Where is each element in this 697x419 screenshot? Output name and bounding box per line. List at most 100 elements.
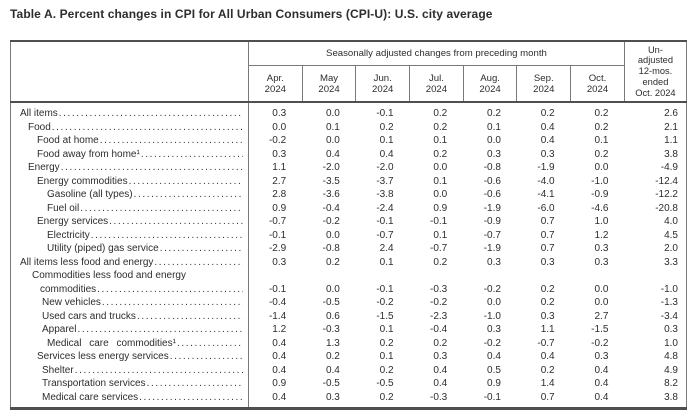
row-label-text: Shelter [42, 364, 74, 376]
value-cell: -0.2 [430, 297, 448, 308]
row-label-text: Food at home [37, 135, 99, 146]
annual-value-cell: 3.8 [664, 391, 678, 403]
row-label-text: Food away from home¹ [37, 148, 140, 160]
table-row: Gasoline (all types) 2.8 -3.6 -3.8 0.0 -0.6 -4… [10, 188, 687, 202]
value-cell: 0.7 [540, 229, 555, 241]
row-label: All items less food and energy [10, 255, 249, 270]
row-label-line: Services less energy services [11, 350, 243, 364]
value-cell: -0.4 [430, 324, 448, 335]
value-cell: -0.6 [483, 189, 501, 200]
value-cell: 0.3 [433, 351, 448, 362]
value-cell: 0.7 [540, 216, 555, 227]
row-label-text: Electricity [47, 229, 90, 241]
month-header-row: Apr. 2024 May 2024 Jun. 2024 Jul. 2024 Aug. … [11, 65, 687, 102]
value-cell: -0.6 [483, 175, 501, 187]
annual-value-cell: -20.8 [655, 202, 678, 214]
row-label: Services less energy services [10, 350, 249, 364]
value-cell: 0.4 [272, 337, 287, 349]
value-cell: 0.9 [433, 202, 448, 214]
value-cell: 0.3 [540, 310, 555, 322]
table-row: New vehicles -0.4 -0.5 -0.2 -0.2 0.0 0.2 0.0 -1.… [10, 296, 687, 310]
value-cell: 0.3 [594, 256, 609, 268]
value-cell: 0.2 [433, 256, 448, 268]
dot-leader [177, 337, 243, 351]
row-label-line: Medical care commodities¹ [11, 337, 243, 351]
value-cell: -0.3 [322, 324, 340, 335]
value-cell: 0.0 [325, 135, 340, 146]
value-cell: 0.1 [379, 135, 394, 146]
row-label-text: commodities [40, 283, 97, 295]
row-label: Utility (piped) gas service [10, 242, 249, 256]
row-label: Medical care services [10, 390, 249, 409]
annual-value-cell: -1.3 [660, 297, 678, 308]
value-cell: 0.2 [379, 121, 394, 133]
row-label-text: Energy commodities [37, 175, 128, 187]
dot-leader [77, 323, 243, 337]
annual-value-cell: 2.6 [624, 101, 687, 121]
row-label: Transportation services [10, 377, 249, 391]
value-cell: 1.2 [594, 229, 609, 241]
value-cell: -2.0 [376, 162, 394, 173]
value-cell: -0.2 [483, 283, 501, 295]
seasonally-adjusted-header: Seasonally adjusted changes from precedi… [248, 41, 625, 66]
table-row: Medical care commodities¹ 0.4 1.3 0.2 0.2 -0.… [10, 336, 687, 351]
value-cell: 0.0 [272, 121, 287, 133]
value-cell: 0.0 [487, 135, 501, 146]
value-cell: -1.0 [591, 175, 609, 187]
value-cell: 0.4 [487, 351, 501, 362]
month-header: May 2024 [301, 65, 357, 102]
row-label: Energy [10, 161, 249, 175]
annual-value-cell: -4.9 [660, 162, 678, 173]
value-cell: 1.1 [272, 162, 287, 173]
table-row: All items less food and energy 0.3 0.2 0.1 0… [10, 255, 687, 270]
row-label-line: Fuel oil [11, 202, 243, 216]
value-cell: 0.4 [433, 364, 448, 376]
annual-value-cell: 1.0 [664, 337, 678, 349]
value-cell: 0.2 [540, 283, 555, 295]
value-cell: 0.2 [540, 297, 555, 308]
value-cell: 0.2 [433, 148, 448, 160]
value-cell: -0.1 [355, 101, 410, 121]
value-cell: 0.4 [433, 378, 448, 389]
value-cell: 0.3 [325, 391, 340, 403]
month-header: Oct. 2024 [570, 65, 625, 102]
row-label: Fuel oil [10, 201, 249, 216]
row-label-text: New vehicles [42, 297, 101, 308]
value-cell: 0.3 [248, 101, 303, 121]
row-label-line: All items less food and energy [11, 256, 243, 270]
annual-value-cell: 2.0 [664, 243, 678, 254]
value-cell: 0.0 [594, 283, 609, 295]
dot-leader [80, 202, 243, 216]
dot-leader [91, 229, 243, 243]
value-cell: 1.0 [594, 216, 609, 227]
value-cell: 0.2 [594, 148, 609, 160]
value-cell: 2.7 [594, 310, 609, 322]
value-cell: -0.2 [376, 297, 394, 308]
dot-leader [147, 377, 243, 391]
dot-leader [134, 188, 243, 202]
dot-leader [141, 148, 243, 162]
value-cell: 0.2 [433, 121, 448, 133]
row-label-text: Food [28, 121, 51, 133]
value-cell: -0.7 [430, 243, 448, 254]
table-row: Food 0.0 0.1 0.2 0.2 0.1 0.4 0.2 2.1 [10, 120, 687, 134]
value-cell: -1.9 [537, 162, 555, 173]
row-label: Commodities less food and energy commodit… [10, 269, 249, 296]
value-cell: 0.0 [594, 162, 609, 173]
value-cell: 0.1 [379, 324, 394, 335]
value-cell: 2.7 [272, 175, 287, 187]
value-cell: -3.8 [376, 189, 394, 200]
value-cell: -0.5 [322, 378, 340, 389]
row-label: Apparel [10, 323, 249, 337]
dot-leader [170, 350, 243, 364]
value-cell: -2.3 [430, 310, 448, 322]
value-cell: 0.3 [487, 148, 501, 160]
row-label-line: Gasoline (all types) [11, 188, 243, 202]
row-label: Shelter [10, 363, 249, 377]
value-cell: 0.9 [272, 378, 287, 389]
annual-value-cell: -1.0 [660, 283, 678, 295]
row-label-text: All items less food and energy [20, 256, 154, 268]
value-cell: 0.2 [463, 101, 517, 121]
row-label-line: Apparel [11, 323, 243, 337]
